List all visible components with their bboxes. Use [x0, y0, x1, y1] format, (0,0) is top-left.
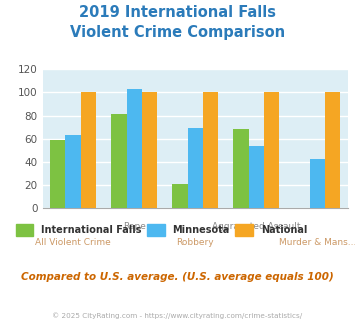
Bar [203, 92, 218, 208]
Bar [142, 92, 157, 208]
Bar [50, 140, 66, 208]
Bar [188, 128, 203, 208]
Text: Aggravated Assault: Aggravated Assault [212, 222, 301, 231]
Bar [264, 92, 279, 208]
Bar [234, 129, 248, 208]
Text: All Violent Crime: All Violent Crime [35, 239, 111, 248]
Bar [81, 92, 96, 208]
Text: Murder & Mans...: Murder & Mans... [279, 239, 355, 248]
Bar [248, 146, 264, 208]
Legend: International Falls, Minnesota, National: International Falls, Minnesota, National [16, 224, 307, 236]
Text: Violent Crime Comparison: Violent Crime Comparison [70, 25, 285, 40]
Text: Compared to U.S. average. (U.S. average equals 100): Compared to U.S. average. (U.S. average … [21, 272, 334, 282]
Bar [325, 92, 340, 208]
Bar [173, 183, 187, 208]
Text: © 2025 CityRating.com - https://www.cityrating.com/crime-statistics/: © 2025 CityRating.com - https://www.city… [53, 312, 302, 318]
Bar [310, 159, 325, 208]
Text: Rape: Rape [123, 222, 146, 231]
Bar [126, 89, 142, 208]
Bar [66, 135, 81, 208]
Text: 2019 International Falls: 2019 International Falls [79, 5, 276, 20]
Bar [111, 115, 126, 208]
Text: Robbery: Robbery [176, 239, 214, 248]
